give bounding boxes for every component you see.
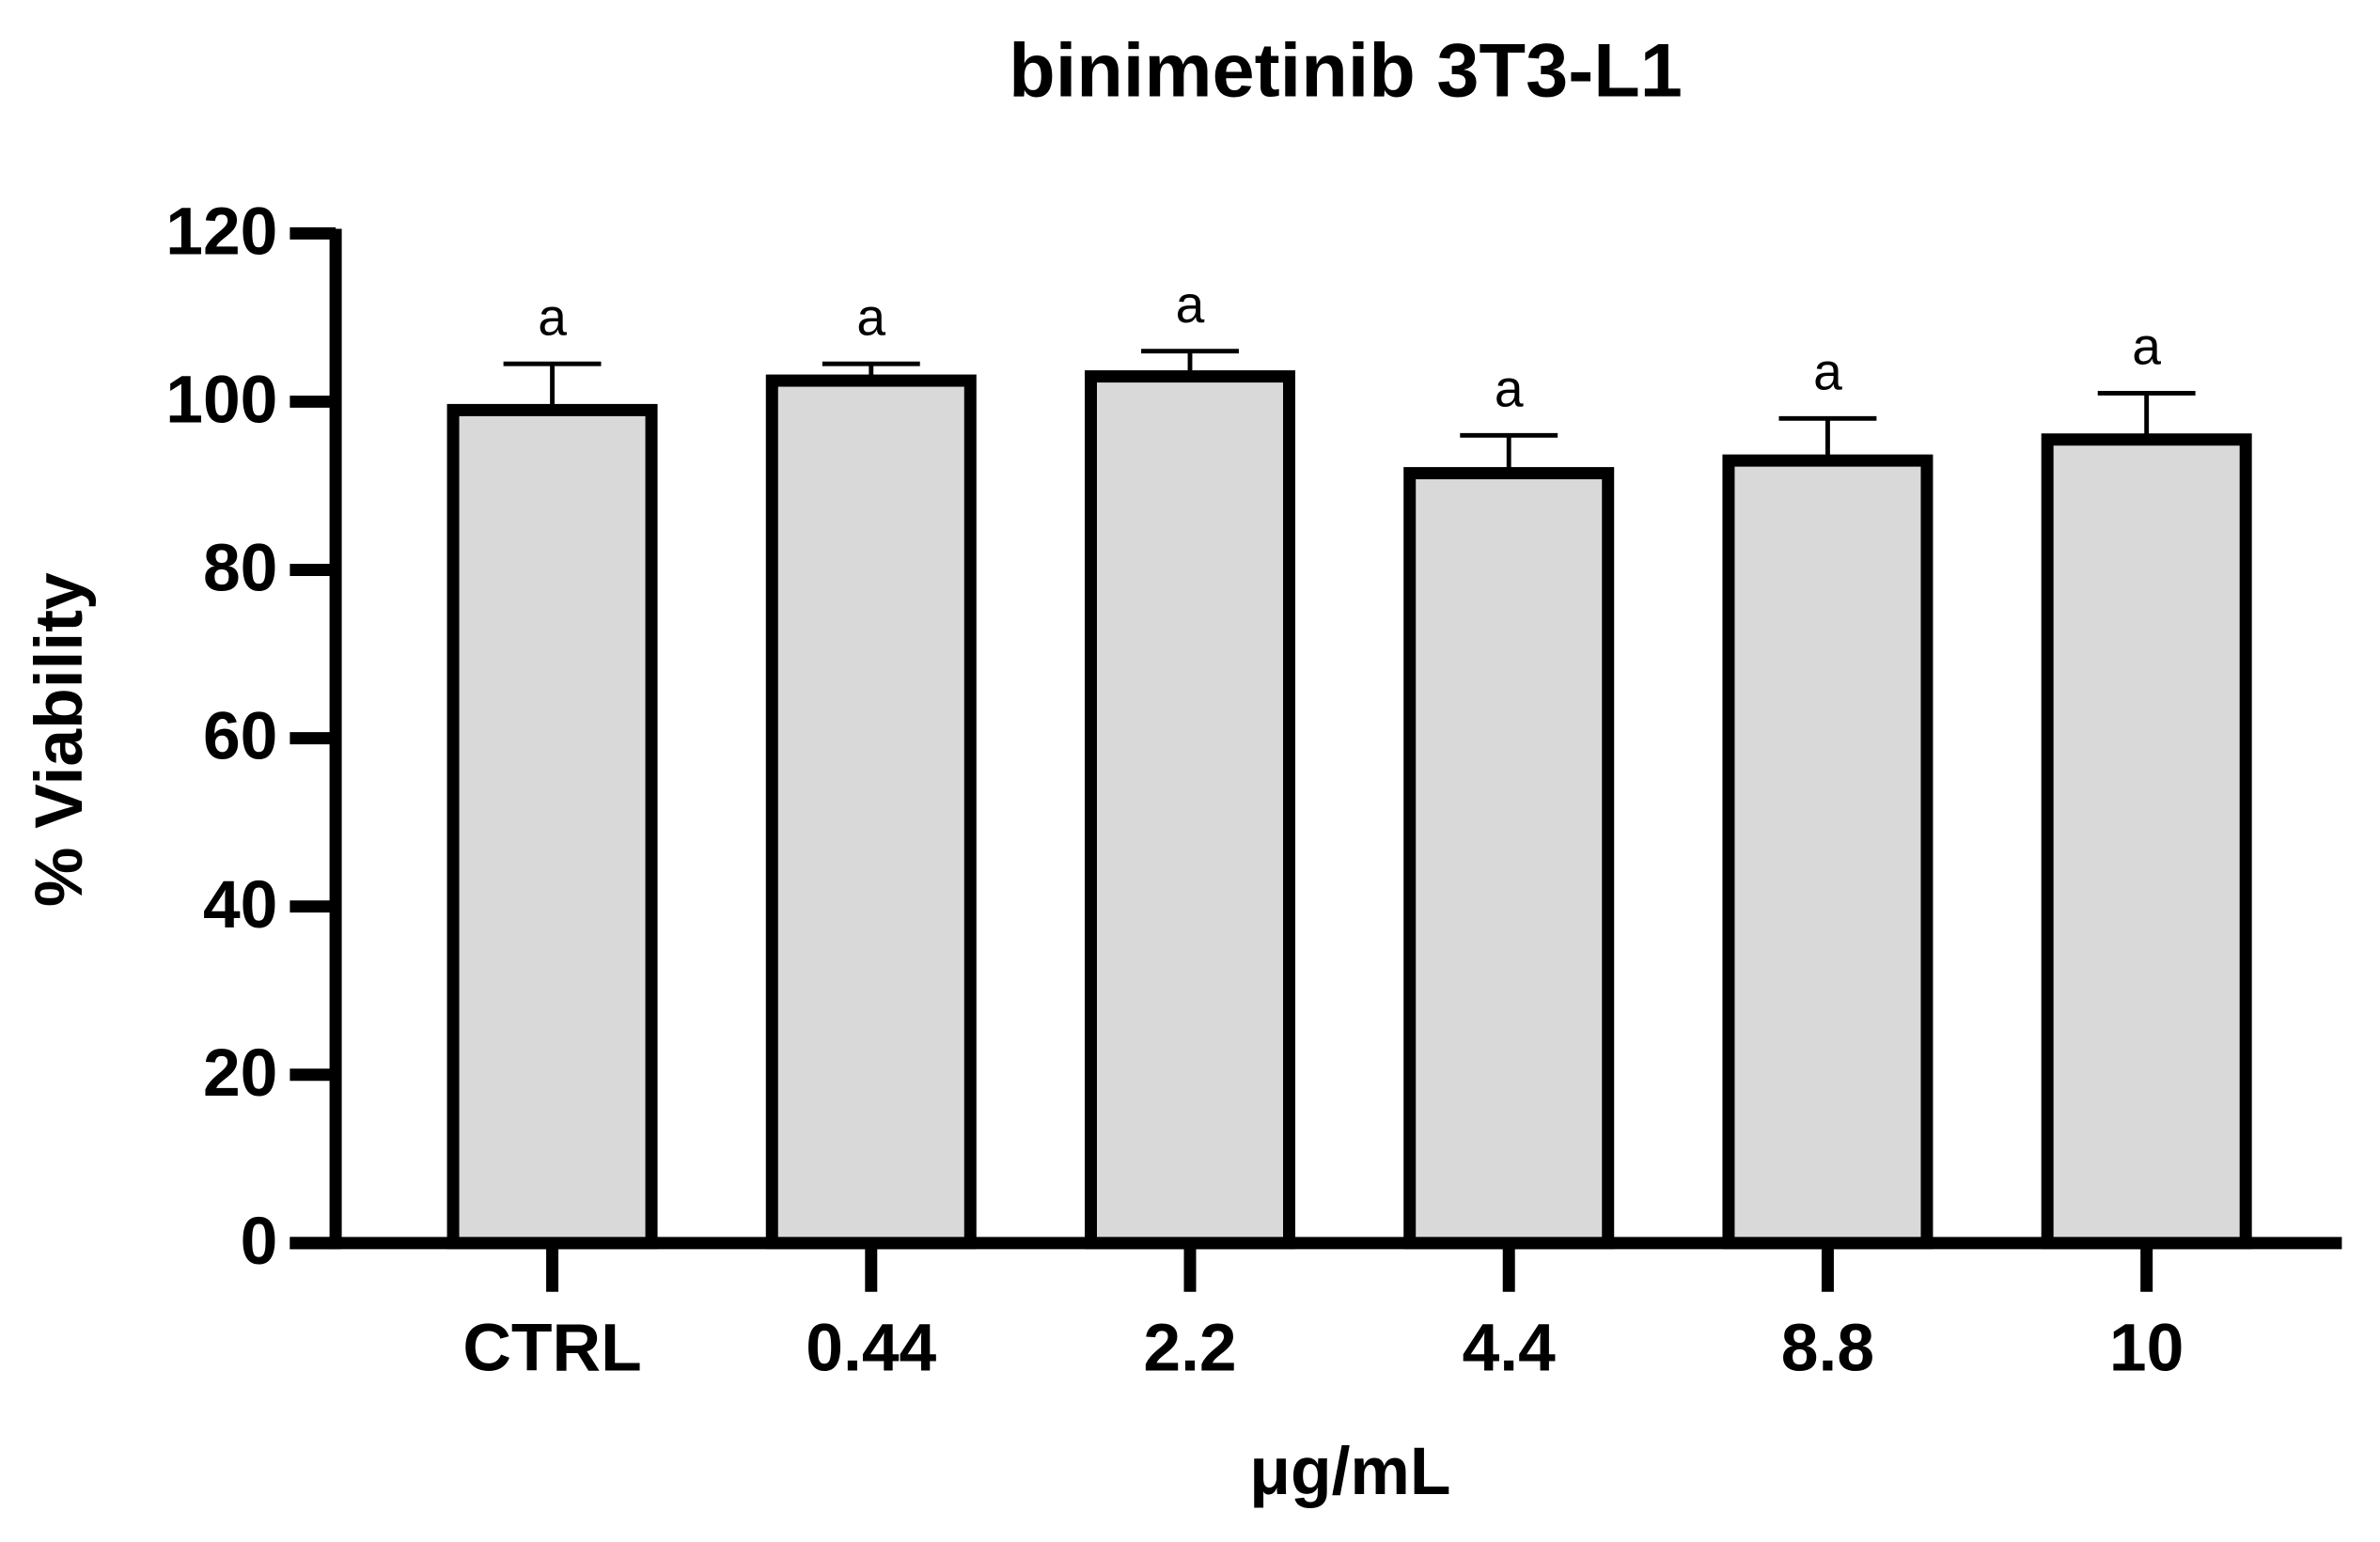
y-tick-label: 40: [203, 867, 277, 942]
annotation: a: [1495, 359, 1524, 417]
bar: [446, 403, 658, 1250]
bar: [1403, 467, 1615, 1250]
bar: [1085, 370, 1295, 1250]
y-tick-label: 100: [165, 363, 277, 438]
y-axis-label: % Viability: [22, 572, 97, 907]
y-tick-label: 60: [203, 699, 277, 774]
y-tick-label: 20: [203, 1036, 277, 1111]
x-tick-label: 10: [2109, 1311, 2184, 1386]
bar: [765, 374, 977, 1250]
x-tick-label: 2.2: [1143, 1311, 1236, 1386]
y-tick-label: 80: [203, 531, 277, 606]
x-tick-label: 8.8: [1781, 1311, 1874, 1386]
chart-title: binimetinib 3T3-L1: [1009, 29, 1683, 114]
annotation: a: [1176, 275, 1205, 334]
x-tick-label: 4.4: [1463, 1311, 1557, 1386]
y-tick-label: 0: [241, 1204, 278, 1279]
x-axis-label: μg/mL: [1249, 1434, 1450, 1509]
x-tick-label: CTRL: [462, 1311, 641, 1386]
annotation: a: [538, 288, 567, 346]
annotation: a: [1813, 342, 1842, 400]
annotation: a: [856, 288, 885, 346]
annotation: a: [2132, 318, 2161, 376]
bar: [1722, 454, 1934, 1250]
bar: [2041, 433, 2252, 1250]
x-tick-label: 0.44: [806, 1311, 936, 1386]
y-tick-label: 120: [165, 194, 277, 269]
